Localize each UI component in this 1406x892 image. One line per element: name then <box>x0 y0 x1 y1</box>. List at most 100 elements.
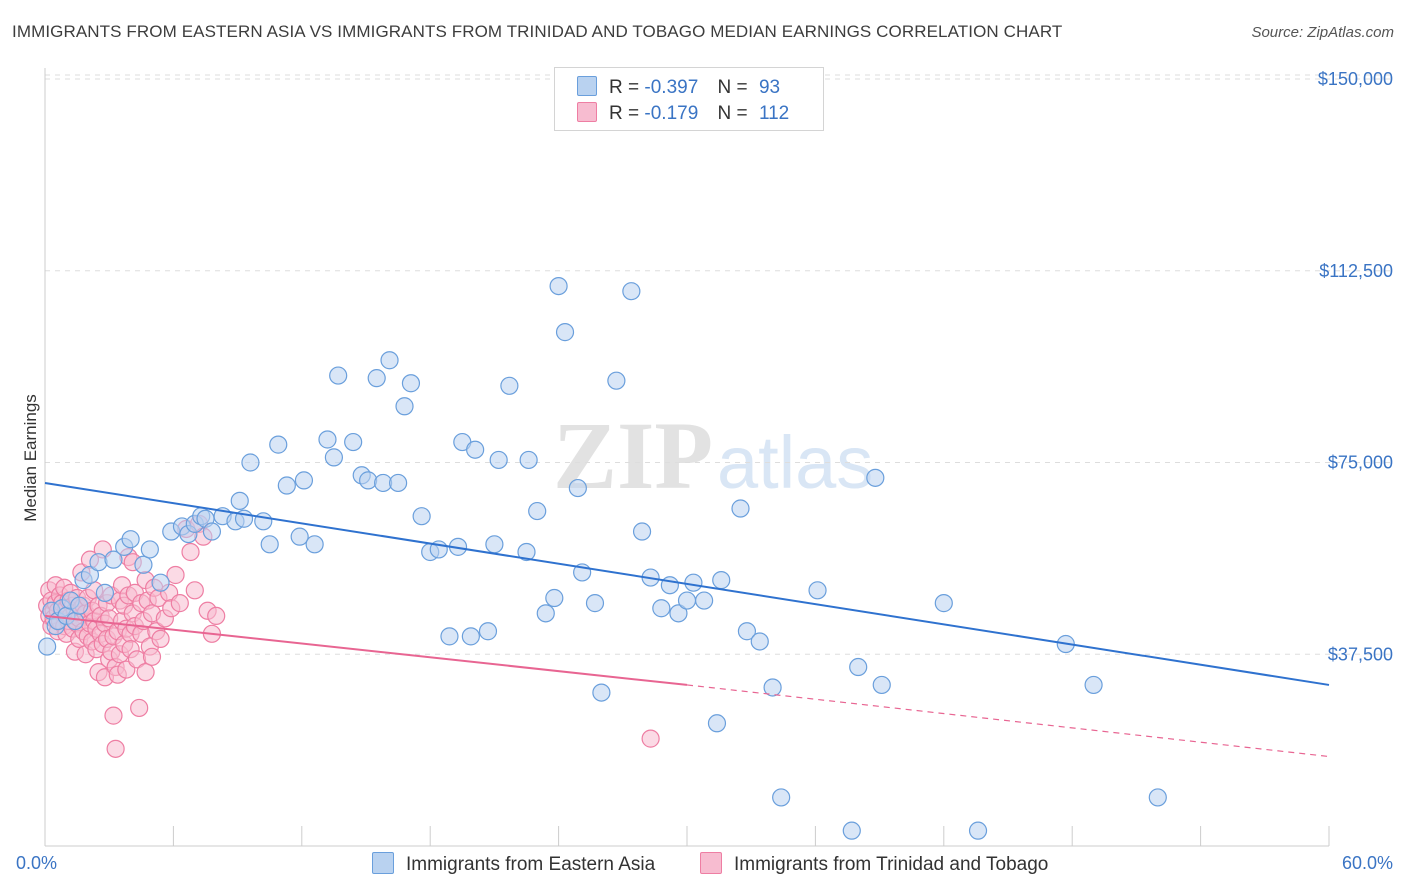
point-eastern-asia-10 <box>80 565 100 585</box>
point-eastern-asia-49 <box>401 374 421 393</box>
bottom-legend-swatch-blue <box>372 852 394 874</box>
point-eastern-asia-85 <box>731 499 750 518</box>
point-eastern-asia-84 <box>712 571 731 590</box>
point-trinidad-tobago-89 <box>136 663 155 682</box>
point-eastern-asia-72 <box>592 683 611 702</box>
point-eastern-asia-58 <box>478 622 498 641</box>
y-tick-label-1: $75,000 <box>1328 453 1393 473</box>
legend-n-value: 93 <box>758 77 781 98</box>
legend-n-value: 112 <box>758 103 790 124</box>
point-eastern-asia-50 <box>412 507 431 526</box>
point-eastern-asia-37 <box>305 535 324 554</box>
chart-title: IMMIGRANTS FROM EASTERN ASIA VS IMMIGRAN… <box>12 22 1063 41</box>
point-eastern-asia-82 <box>695 591 714 610</box>
zipatlas-watermark: ZIP atlas <box>553 402 873 509</box>
point-eastern-asia-36 <box>294 471 314 490</box>
point-eastern-asia-28 <box>230 491 249 510</box>
point-eastern-asia-81 <box>684 573 703 592</box>
point-eastern-asia-16 <box>134 555 153 574</box>
point-eastern-asia-35 <box>290 527 309 546</box>
series-trinidad-tobago-points <box>38 514 660 758</box>
point-eastern-asia-80 <box>677 591 697 610</box>
point-eastern-asia-34 <box>277 476 296 495</box>
point-eastern-asia-59 <box>485 535 504 554</box>
y-tick-label-0: $37,500 <box>1328 644 1393 664</box>
point-eastern-asia-12 <box>95 583 115 602</box>
point-eastern-asia-91 <box>842 821 861 840</box>
point-trinidad-tobago-64 <box>106 739 125 758</box>
point-eastern-asia-15 <box>121 530 140 549</box>
point-trinidad-tobago-110 <box>207 606 226 626</box>
point-eastern-asia-30 <box>241 453 260 472</box>
point-eastern-asia-11 <box>89 553 108 572</box>
point-eastern-asia-8 <box>70 596 89 615</box>
point-eastern-asia-69 <box>568 478 587 498</box>
point-eastern-asia-83 <box>707 714 727 733</box>
point-eastern-asia-86 <box>737 622 757 641</box>
point-eastern-asia-60 <box>489 450 508 470</box>
point-trinidad-tobago-93 <box>142 647 162 666</box>
point-eastern-asia-99 <box>1148 788 1167 807</box>
legend-r-label: R = <box>609 77 640 98</box>
bottom-legend-trinidad-tobago: Immigrants from Trinidad and Tobago <box>700 852 1048 876</box>
series-eastern-asia-points <box>38 276 1167 840</box>
point-trinidad-tobago-101 <box>166 565 185 585</box>
point-trinidad-tobago-84 <box>130 698 149 718</box>
legend-n-label: N = <box>717 77 748 98</box>
y-tick-label-3: $150,000 <box>1318 69 1393 89</box>
point-eastern-asia-64 <box>528 501 547 521</box>
bottom-legend-swatch-pink <box>700 852 722 874</box>
point-eastern-asia-88 <box>763 678 782 697</box>
y-tick-label-2: $112,500 <box>1319 261 1393 281</box>
point-eastern-asia-98 <box>1084 675 1103 695</box>
legend-n-label: N = <box>717 103 748 124</box>
x-tick-label-max: 60.0% <box>1342 853 1393 873</box>
point-trinidad-tobago-105 <box>185 581 204 600</box>
point-trinidad-tobago-97 <box>151 629 170 649</box>
point-eastern-asia-92 <box>849 657 868 677</box>
point-eastern-asia-66 <box>545 588 564 608</box>
trend-line-trinidad-tobago <box>44 614 688 686</box>
axes <box>44 68 1330 847</box>
bottom-legend-label: Immigrants from Eastern Asia <box>406 854 656 875</box>
bottom-legend-eastern-asia: Immigrants from Eastern Asia <box>372 852 655 876</box>
point-eastern-asia-38 <box>318 430 337 449</box>
legend-swatch-blue <box>577 76 597 96</box>
trend-lines <box>44 481 1330 758</box>
point-eastern-asia-89 <box>772 788 791 807</box>
point-eastern-asia-96 <box>968 821 988 840</box>
point-eastern-asia-44 <box>367 369 386 388</box>
y-axis-title: Median Earnings <box>21 394 40 522</box>
point-eastern-asia-95 <box>934 594 953 613</box>
point-eastern-asia-56 <box>461 627 480 646</box>
point-eastern-asia-73 <box>607 371 626 390</box>
y-tick-labels: $37,500 $75,000 $112,500 $150,000 <box>1318 69 1393 664</box>
legend-r-label: R = <box>609 103 640 124</box>
bottom-legend-label: Immigrants from Trinidad and Tobago <box>734 854 1049 875</box>
point-eastern-asia-46 <box>380 351 399 370</box>
legend-row-trinidad-tobago: R = -0.179 N = 112 <box>577 102 789 126</box>
legend-swatch-pink <box>577 102 597 122</box>
point-eastern-asia-7 <box>65 611 85 631</box>
point-eastern-asia-62 <box>517 542 536 562</box>
legend-row-eastern-asia: R = -0.397 N = 93 <box>577 76 780 100</box>
point-eastern-asia-53 <box>440 627 459 646</box>
point-eastern-asia-61 <box>500 376 519 395</box>
x-tick-label-min: 0.0% <box>16 853 57 873</box>
point-eastern-asia-48 <box>395 397 414 416</box>
point-eastern-asia-74 <box>622 282 641 301</box>
point-eastern-asia-57 <box>466 440 485 459</box>
point-eastern-asia-39 <box>324 448 343 467</box>
legend-r-value: -0.179 <box>644 103 699 124</box>
point-eastern-asia-93 <box>866 468 885 487</box>
point-eastern-asia-79 <box>669 604 688 623</box>
legend-r-value: -0.397 <box>644 77 699 98</box>
point-eastern-asia-43 <box>359 471 378 490</box>
grid-lines <box>45 74 1394 655</box>
point-eastern-asia-75 <box>632 522 652 541</box>
point-trinidad-tobago-104 <box>181 542 200 562</box>
point-eastern-asia-71 <box>585 594 605 613</box>
point-eastern-asia-67 <box>549 276 568 296</box>
point-eastern-asia-17 <box>140 540 159 559</box>
